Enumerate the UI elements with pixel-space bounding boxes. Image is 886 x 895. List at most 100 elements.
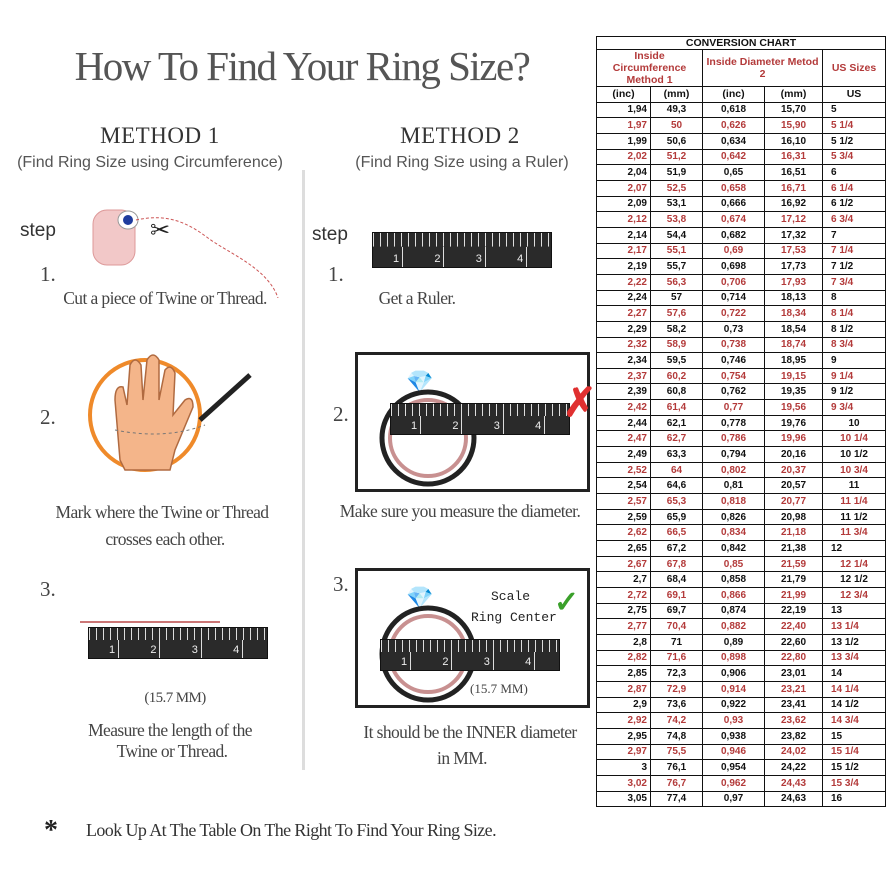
table-row: 2,85 72,3 0,906 23,01 14 bbox=[596, 665, 886, 682]
table-title: CONVERSION CHART bbox=[596, 36, 886, 50]
ruler-tick bbox=[159, 640, 161, 658]
method2-subtitle: (Find Ring Size using a Ruler) bbox=[355, 154, 569, 171]
table-cell: 0,866 bbox=[702, 587, 765, 604]
table-cell: 3,02 bbox=[596, 774, 651, 792]
table-cell: 2,72 bbox=[596, 587, 651, 604]
table-cell: 0,714 bbox=[702, 289, 765, 307]
table-row: 3,05 77,4 0,97 24,63 16 bbox=[596, 790, 886, 808]
table-cell: 0,682 bbox=[702, 226, 765, 244]
ruler-label: 2 bbox=[434, 253, 441, 265]
ruler-tick bbox=[534, 652, 536, 670]
table-row: 2,17 55,1 0,69 17,53 7 1/4 bbox=[596, 242, 886, 260]
step-number: 3. bbox=[40, 577, 56, 601]
table-row: 2,32 58,9 0,738 18,74 8 3/4 bbox=[596, 336, 886, 354]
twine-scissors-icon: ✂ bbox=[92, 209, 279, 298]
table-cell: 75,5 bbox=[650, 743, 703, 761]
ruler-icon: 1 2 3 4 bbox=[390, 403, 570, 435]
table-cell: 0,93 bbox=[702, 712, 765, 729]
table-cell: 59,5 bbox=[650, 352, 703, 369]
ruler-label: 4 bbox=[233, 644, 240, 656]
table-cell: 1,97 bbox=[596, 117, 651, 134]
table-cell: 0,906 bbox=[702, 665, 765, 682]
column-header: (mm) bbox=[650, 86, 703, 103]
table-cell: 55,7 bbox=[650, 258, 703, 275]
measure-label: (15.7 MM) bbox=[470, 681, 528, 696]
table-cell: 8 1/4 bbox=[822, 305, 886, 322]
table-cell: 2,75 bbox=[596, 602, 651, 620]
ruler-tick bbox=[443, 246, 445, 267]
table-cell: 0,762 bbox=[702, 383, 765, 401]
table-cell: 15 3/4 bbox=[822, 774, 886, 792]
table-cell: 22,40 bbox=[764, 618, 823, 635]
table-cell: 0,69 bbox=[702, 242, 765, 260]
table-cell: 1,94 bbox=[596, 101, 651, 119]
check-icon: ✓ bbox=[554, 586, 580, 619]
step-label: step bbox=[20, 220, 56, 241]
table-cell: 13 3/4 bbox=[822, 649, 886, 667]
table-cell: 62,7 bbox=[650, 430, 703, 448]
step-number: 1. bbox=[328, 262, 344, 286]
group-header: US Sizes bbox=[822, 49, 886, 87]
scale-label: Scale bbox=[491, 589, 531, 604]
table-cell: 14 3/4 bbox=[822, 712, 886, 729]
column-header: US bbox=[822, 86, 886, 103]
table-cell: 0,754 bbox=[702, 367, 765, 385]
table-cell: 2,59 bbox=[596, 508, 651, 526]
table-cell: 66,5 bbox=[650, 524, 703, 542]
table-cell: 16,10 bbox=[764, 132, 823, 150]
table-cell: 16,51 bbox=[764, 164, 823, 181]
ruler-tick bbox=[409, 652, 411, 670]
table-cell: 50 bbox=[650, 117, 703, 134]
table-cell: 24,43 bbox=[764, 774, 823, 792]
ruler-icon: 1 2 3 4 bbox=[380, 639, 560, 671]
method1-subtitle: (Find Ring Size using Circumference) bbox=[17, 154, 283, 171]
table-cell: 2,9 bbox=[596, 696, 651, 714]
table-cell: 2,95 bbox=[596, 727, 651, 745]
table-cell: 20,16 bbox=[764, 446, 823, 463]
table-cell: 0,922 bbox=[702, 696, 765, 714]
table-cell: 2,57 bbox=[596, 493, 651, 510]
table-cell: 71 bbox=[650, 633, 703, 651]
table-cell: 2,09 bbox=[596, 195, 651, 213]
table-cell: 21,38 bbox=[764, 540, 823, 557]
table-cell: 52,5 bbox=[650, 179, 703, 197]
table-cell: 15 1/2 bbox=[822, 759, 886, 776]
ruler-tick bbox=[492, 652, 494, 670]
table-cell: 0,882 bbox=[702, 618, 765, 635]
table-cell: 21,79 bbox=[764, 571, 823, 588]
table-cell: 0,634 bbox=[702, 132, 765, 150]
table-cell: 58,9 bbox=[650, 336, 703, 354]
table-row: 2,62 66,5 0,834 21,18 11 3/4 bbox=[596, 524, 886, 542]
table-cell: 7 3/4 bbox=[822, 273, 886, 291]
table-cell: 2,39 bbox=[596, 383, 651, 401]
ruler-label: 2 bbox=[452, 420, 459, 432]
table-cell: 3 bbox=[596, 759, 651, 776]
table-cell: 0,786 bbox=[702, 430, 765, 448]
table-row: 1,97 50 0,626 15,90 5 1/4 bbox=[596, 117, 886, 134]
table-cell: 10 bbox=[822, 414, 886, 432]
table-cell: 11 3/4 bbox=[822, 524, 886, 542]
table-row: 2,65 67,2 0,842 21,38 12 bbox=[596, 540, 886, 557]
table-cell: 5 1/4 bbox=[822, 117, 886, 134]
table-cell: 17,53 bbox=[764, 242, 823, 260]
column-header: (inc) bbox=[596, 86, 651, 103]
table-cell: 19,76 bbox=[764, 414, 823, 432]
table-cell: 16,92 bbox=[764, 195, 823, 213]
table-row: 2,09 53,1 0,666 16,92 6 1/2 bbox=[596, 195, 886, 213]
table-cell: 2,77 bbox=[596, 618, 651, 635]
ruler-label: 2 bbox=[150, 644, 157, 656]
table-cell: 64 bbox=[650, 461, 703, 479]
table-row: 2,42 61,4 0,77 19,56 9 3/4 bbox=[596, 399, 886, 416]
table-cell: 0,954 bbox=[702, 759, 765, 776]
table-cell: 2,34 bbox=[596, 352, 651, 369]
table-cell: 50,6 bbox=[650, 132, 703, 150]
table-row: 2,92 74,2 0,93 23,62 14 3/4 bbox=[596, 712, 886, 729]
table-cell: 2,29 bbox=[596, 320, 651, 338]
table-cell: 67,2 bbox=[650, 540, 703, 557]
table-cell: 53,8 bbox=[650, 211, 703, 228]
ruler-tick bbox=[242, 640, 244, 658]
table-cell: 2,85 bbox=[596, 665, 651, 682]
table-cell: 74,2 bbox=[650, 712, 703, 729]
table-cell: 15,70 bbox=[764, 101, 823, 119]
